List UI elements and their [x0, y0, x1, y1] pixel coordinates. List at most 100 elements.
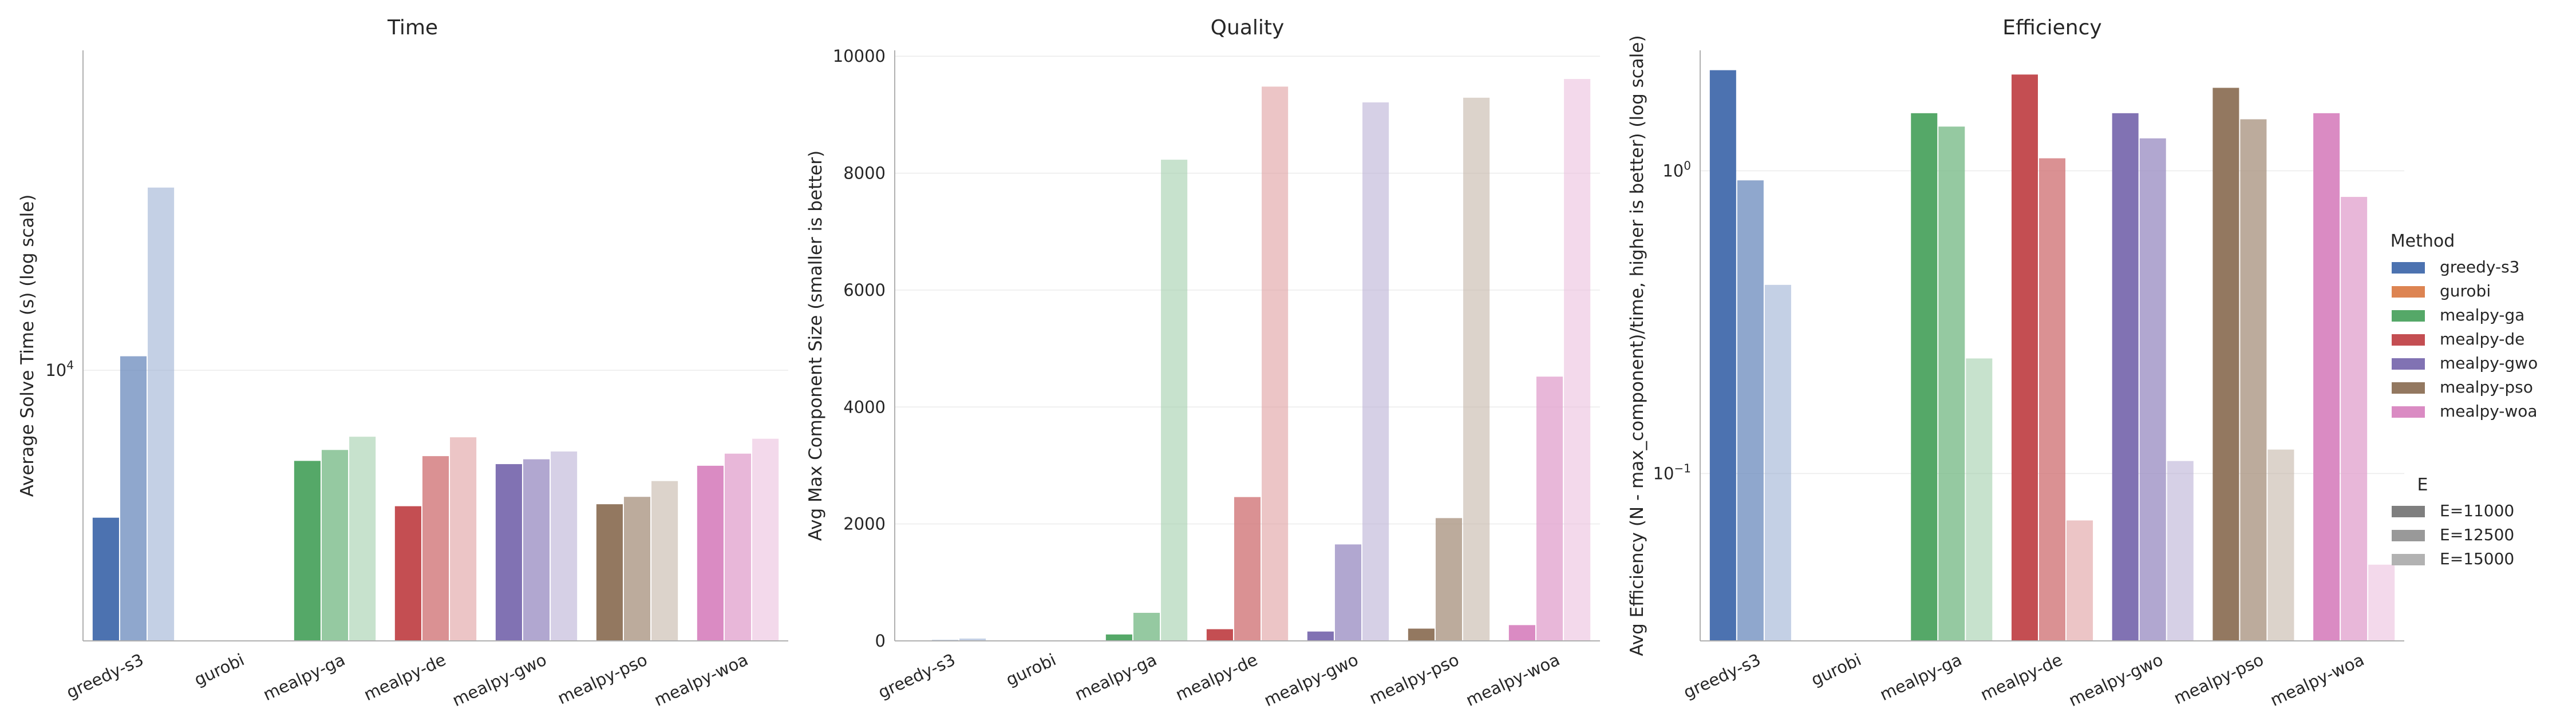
x-tick-label: mealpy-ga — [1877, 650, 1965, 705]
bar-mealpy-ga-e11000 — [1911, 113, 1938, 641]
bar-greedy-s3-e12500 — [1737, 180, 1764, 641]
bar-mealpy-pso-e15000 — [1463, 97, 1490, 641]
y-tick-exponent: −1 — [1674, 462, 1691, 476]
x-tick-label: gurobi — [191, 650, 247, 690]
legend-swatch-greedy-s3 — [2392, 262, 2425, 274]
chart-panels: greedy-s3 gurobi mealpy-ga mealpy-de mealpy-… — [17, 16, 2404, 710]
bar-greedy-s3-e15000 — [1764, 284, 1791, 641]
y-tick-exponent: 4 — [66, 358, 74, 372]
legend-label-mealpy-ga: mealpy-ga — [2440, 306, 2524, 324]
y-tick-base: 10 — [1662, 161, 1684, 181]
x-tick-label: mealpy-gwo — [1261, 650, 1361, 711]
bar-mealpy-woa-e15000 — [1564, 79, 1591, 641]
x-tick-label: mealpy-gwo — [2066, 650, 2166, 711]
bar-mealpy-de-e15000 — [2067, 520, 2093, 641]
bar-mealpy-gwo-e15000 — [551, 451, 578, 641]
x-tick-label: greedy-s3 — [1681, 650, 1764, 703]
panel-time: greedy-s3 gurobi mealpy-ga mealpy-de mealpy-… — [17, 16, 788, 710]
bar-mealpy-woa-e15000 — [752, 438, 779, 641]
legend-swatch-e15000 — [2392, 554, 2425, 565]
legend-label-mealpy-de: mealpy-de — [2440, 330, 2524, 348]
legend: Method greedy-s3 gurobi mealpy-ga mealpy-de… — [2391, 231, 2538, 568]
y-axis-label: Avg Efficiency (N - max_component)/time,… — [1627, 35, 1647, 656]
legend-label-mealpy-pso: mealpy-pso — [2440, 378, 2533, 397]
x-tick-label: mealpy-ga — [1072, 650, 1160, 705]
legend-swatch-gurobi — [2392, 286, 2425, 298]
bar-mealpy-gwo-e12500 — [523, 459, 550, 641]
bar-mealpy-woa-e12500 — [724, 453, 752, 641]
legend-method-items: greedy-s3 gurobi mealpy-ga mealpy-de mealpy-… — [2392, 258, 2538, 421]
bar-mealpy-ga-e12500 — [1133, 612, 1160, 641]
legend-swatch-mealpy-pso — [2392, 382, 2425, 394]
bar-mealpy-pso-e12500 — [2240, 119, 2267, 641]
bar-greedy-s3-e11000 — [92, 517, 119, 641]
bar-mealpy-gwo-e11000 — [495, 464, 522, 641]
legend-swatch-mealpy-ga — [2392, 310, 2425, 322]
bar-mealpy-ga-e12500 — [1938, 126, 1965, 641]
bar-mealpy-de-e12500 — [1234, 497, 1261, 641]
bar-mealpy-ga-e11000 — [1105, 634, 1132, 641]
bar-mealpy-pso-e11000 — [2212, 88, 2239, 641]
x-tick-label: gurobi — [1808, 650, 1864, 690]
bar-mealpy-pso-e11000 — [596, 504, 623, 641]
bar-mealpy-de-e11000 — [1206, 629, 1233, 641]
y-axis-label: Average Solve Time (s) (log scale) — [17, 195, 38, 497]
legend-e-title: E — [2417, 475, 2428, 495]
bar-mealpy-pso-e15000 — [651, 481, 678, 641]
bar-mealpy-woa-e15000 — [2368, 564, 2395, 641]
legend-swatch-mealpy-woa — [2392, 406, 2425, 418]
legend-e-items: E=11000 E=12500 E=15000 — [2392, 501, 2514, 568]
bar-mealpy-pso-e12500 — [623, 497, 651, 641]
bar-mealpy-ga-e12500 — [321, 450, 349, 641]
bar-mealpy-gwo-e15000 — [1362, 102, 1389, 641]
bar-mealpy-woa-e11000 — [2313, 113, 2340, 641]
x-tick-label: mealpy-de — [1172, 650, 1261, 705]
y-tick-label: 2000 — [843, 514, 886, 534]
bar-mealpy-woa-e11000 — [697, 465, 724, 641]
panel-efficiency: greedy-s3 gurobi mealpy-ga mealpy-de mealpy-… — [1627, 16, 2404, 710]
legend-label-mealpy-woa: mealpy-woa — [2440, 402, 2538, 421]
y-tick-base: 10 — [45, 360, 66, 380]
x-tick-label: mealpy-ga — [260, 650, 348, 705]
bar-mealpy-gwo-e12500 — [2139, 138, 2166, 641]
bar-mealpy-gwo-e11000 — [2112, 113, 2139, 641]
x-tick-label: greedy-s3 — [875, 650, 958, 703]
bar-mealpy-woa-e12500 — [2341, 197, 2368, 641]
y-tick-label: 104 — [45, 358, 74, 380]
x-tick-label: mealpy-pso — [2171, 650, 2266, 708]
x-tick-label: mealpy-woa — [1463, 650, 1563, 710]
panel-title: Time — [387, 16, 438, 39]
bar-mealpy-pso-e15000 — [2267, 449, 2294, 641]
y-tick-label: 100 — [1662, 159, 1691, 181]
legend-swatch-e12500 — [2392, 530, 2425, 541]
x-tick-label: mealpy-pso — [1366, 650, 1462, 708]
bar-mealpy-de-e11000 — [2011, 74, 2038, 641]
legend-method-title: Method — [2391, 231, 2455, 251]
x-tick-label: mealpy-woa — [651, 650, 751, 710]
y-tick-label: 0 — [875, 631, 886, 651]
y-tick-base: 10 — [1653, 464, 1674, 484]
bar-mealpy-ga-e15000 — [349, 437, 376, 641]
x-tick-label: mealpy-de — [1977, 650, 2065, 705]
bar-greedy-s3-e15000 — [148, 187, 175, 641]
y-tick-label: 4000 — [843, 397, 886, 417]
bar-mealpy-ga-e11000 — [294, 461, 321, 641]
bar-mealpy-woa-e12500 — [1536, 377, 1563, 641]
legend-swatch-mealpy-gwo — [2392, 358, 2425, 370]
legend-label-e11000: E=11000 — [2440, 501, 2514, 520]
bar-greedy-s3-e11000 — [1709, 70, 1736, 641]
legend-swatch-mealpy-de — [2392, 334, 2425, 346]
y-tick-label: 10−1 — [1653, 462, 1691, 484]
legend-label-e12500: E=12500 — [2440, 525, 2514, 544]
bar-mealpy-de-e11000 — [394, 506, 421, 641]
y-tick-exponent: 0 — [1684, 159, 1691, 173]
x-tick-label: greedy-s3 — [64, 650, 147, 703]
legend-swatch-e11000 — [2392, 506, 2425, 517]
panel-title: Efficiency — [2002, 16, 2101, 39]
y-axis-label: Avg Max Component Size (smaller is bette… — [805, 150, 826, 541]
panel-quality: greedy-s3 gurobi mealpy-ga mealpy-de mealpy-… — [805, 16, 1600, 710]
bar-greedy-s3-e15000 — [959, 638, 986, 641]
x-tick-label: mealpy-pso — [555, 650, 650, 708]
bar-mealpy-ga-e15000 — [1966, 358, 1993, 641]
